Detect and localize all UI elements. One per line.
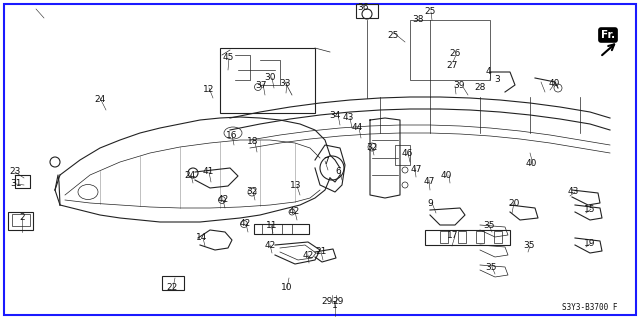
Text: 43: 43 — [567, 188, 579, 197]
Bar — [162, 276, 184, 290]
Text: 40: 40 — [548, 79, 560, 88]
Text: 24: 24 — [184, 170, 196, 180]
Text: 23: 23 — [10, 167, 20, 176]
Text: 18: 18 — [247, 137, 259, 146]
Text: 40: 40 — [440, 170, 452, 180]
Text: 25: 25 — [424, 8, 436, 17]
Text: 17: 17 — [447, 232, 459, 241]
Text: 7: 7 — [323, 157, 329, 166]
Bar — [410, 20, 490, 80]
Text: 42: 42 — [218, 196, 228, 204]
Text: 25: 25 — [387, 31, 399, 40]
Text: 16: 16 — [227, 130, 237, 139]
Text: 11: 11 — [266, 220, 278, 229]
Text: 37: 37 — [255, 81, 267, 91]
Text: 42: 42 — [239, 219, 251, 228]
Bar — [440, 231, 448, 243]
Text: 46: 46 — [401, 149, 413, 158]
Text: 45: 45 — [222, 54, 234, 63]
Text: 3: 3 — [494, 75, 500, 84]
Bar — [458, 231, 466, 243]
Text: 31: 31 — [10, 180, 22, 189]
Text: Fr.: Fr. — [601, 30, 615, 40]
Bar — [254, 224, 309, 234]
Text: 10: 10 — [281, 284, 292, 293]
Bar — [220, 48, 315, 113]
Text: 27: 27 — [446, 61, 458, 70]
Text: 32: 32 — [246, 188, 258, 197]
Text: 42: 42 — [289, 207, 300, 217]
Text: 47: 47 — [410, 166, 422, 174]
Text: 21: 21 — [316, 248, 326, 256]
Bar — [395, 145, 410, 165]
Text: 40: 40 — [525, 159, 537, 167]
Text: 32: 32 — [366, 143, 378, 152]
Bar — [425, 230, 510, 245]
Text: 41: 41 — [202, 167, 214, 176]
Text: 6: 6 — [335, 167, 341, 176]
Text: 14: 14 — [196, 234, 208, 242]
Bar — [356, 4, 378, 18]
Text: 35: 35 — [483, 220, 495, 229]
Text: 44: 44 — [351, 123, 363, 132]
Bar — [494, 231, 502, 243]
Text: 30: 30 — [264, 73, 276, 83]
Bar — [8, 212, 33, 230]
Text: 33: 33 — [279, 78, 291, 87]
Text: 42: 42 — [264, 241, 276, 249]
Text: 29: 29 — [321, 298, 333, 307]
Text: 15: 15 — [584, 204, 596, 213]
Text: 4: 4 — [485, 68, 491, 77]
Text: 13: 13 — [291, 182, 301, 190]
Text: 2: 2 — [19, 213, 25, 222]
Text: 1: 1 — [332, 300, 338, 309]
Text: 20: 20 — [508, 198, 520, 207]
Text: 36: 36 — [357, 4, 369, 12]
Text: 35: 35 — [524, 241, 535, 250]
Text: 35: 35 — [485, 263, 497, 271]
Text: 26: 26 — [449, 48, 461, 57]
Text: 34: 34 — [330, 110, 340, 120]
Text: 29: 29 — [332, 298, 344, 307]
Text: 39: 39 — [453, 81, 465, 91]
Text: 28: 28 — [474, 84, 486, 93]
Text: S3Y3-B3700 F: S3Y3-B3700 F — [563, 303, 618, 313]
Text: 47: 47 — [423, 177, 435, 187]
Text: 43: 43 — [342, 114, 354, 122]
Bar — [476, 231, 484, 243]
Text: 19: 19 — [584, 239, 596, 248]
Text: 38: 38 — [412, 16, 424, 25]
Text: 22: 22 — [166, 284, 178, 293]
Text: 24: 24 — [94, 95, 106, 105]
Text: 9: 9 — [427, 198, 433, 207]
Bar — [12, 214, 30, 226]
Text: 42: 42 — [302, 251, 314, 261]
Text: 12: 12 — [204, 85, 214, 94]
